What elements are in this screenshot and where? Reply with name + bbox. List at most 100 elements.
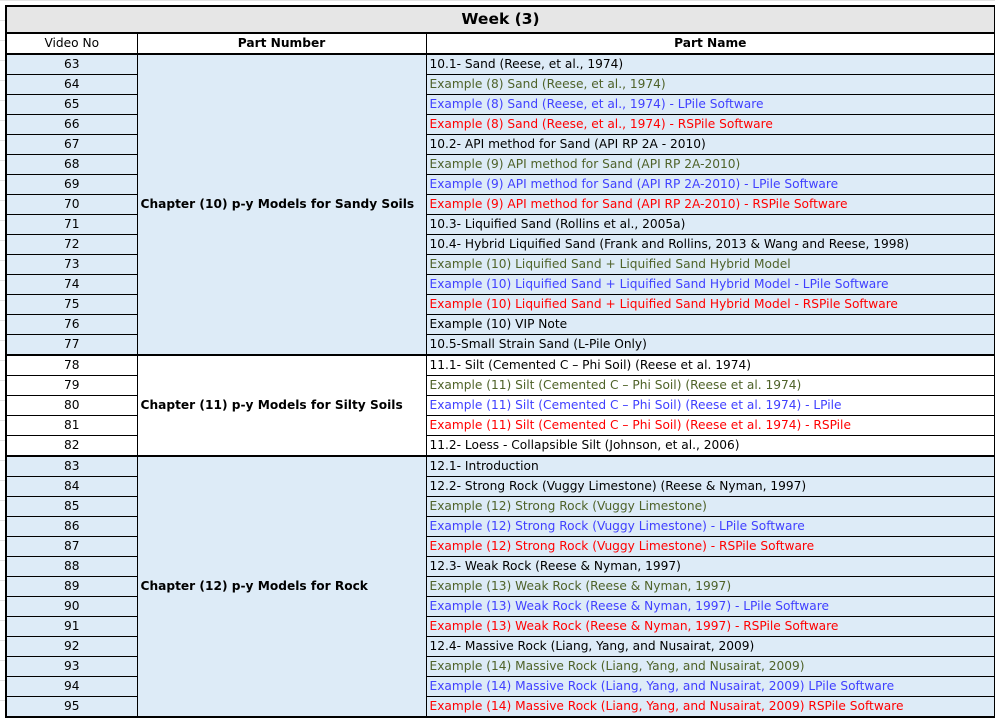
video-no-cell[interactable]: 85 bbox=[5, 496, 138, 517]
video-no-cell[interactable]: 87 bbox=[5, 536, 138, 557]
video-no-cell[interactable]: 74 bbox=[5, 274, 138, 295]
table-row: 76 Example (10) VIP Note bbox=[5, 314, 995, 335]
part-name-cell[interactable]: 10.3- Liquified Sand (Rollins et al., 20… bbox=[425, 214, 995, 235]
video-no-cell[interactable]: 77 bbox=[5, 334, 138, 356]
video-no-cell[interactable]: 78 bbox=[5, 354, 138, 376]
part-name-cell[interactable]: 11.2- Loess - Collapsible Silt (Johnson,… bbox=[425, 435, 995, 457]
part-name-cell[interactable]: 10.5-Small Strain Sand (L-Pile Only) bbox=[425, 334, 995, 356]
header-part-name[interactable]: Part Name bbox=[425, 32, 995, 55]
table-row: 93 Example (14) Massive Rock (Liang, Yang… bbox=[5, 656, 995, 677]
part-name-cell[interactable]: Example (11) Silt (Cemented C – Phi Soil… bbox=[425, 415, 995, 436]
video-no-cell[interactable]: 70 bbox=[5, 194, 138, 215]
part-name-cell[interactable]: Example (14) Massive Rock (Liang, Yang, … bbox=[425, 676, 995, 697]
video-no-cell[interactable]: 68 bbox=[5, 154, 138, 175]
video-no-cell[interactable]: 92 bbox=[5, 636, 138, 657]
video-no-cell[interactable]: 82 bbox=[5, 435, 138, 457]
table-row: 83 Chapter (12) p-y Models for Rock 12.1- … bbox=[5, 455, 995, 718]
table-row: 70 Example (9) API method for Sand (API R… bbox=[5, 194, 995, 215]
chapter-cell[interactable]: Chapter (12) p-y Models for Rock bbox=[136, 455, 427, 718]
table-row: 86 Example (12) Strong Rock (Vuggy Limest… bbox=[5, 516, 995, 537]
part-name-cell[interactable]: 10.4- Hybrid Liquified Sand (Frank and R… bbox=[425, 234, 995, 255]
part-name-cell[interactable]: Example (10) Liquified Sand + Liquified … bbox=[425, 274, 995, 295]
part-name-cell[interactable]: Example (14) Massive Rock (Liang, Yang, … bbox=[425, 696, 995, 718]
table-row: 80 Example (11) Silt (Cemented C – Phi So… bbox=[5, 395, 995, 416]
video-no-cell[interactable]: 80 bbox=[5, 395, 138, 416]
video-no-cell[interactable]: 67 bbox=[5, 134, 138, 155]
table-row: 89 Example (13) Weak Rock (Reese & Nyman,… bbox=[5, 576, 995, 597]
part-name-cell[interactable]: Example (13) Weak Rock (Reese & Nyman, 1… bbox=[425, 576, 995, 597]
video-no-cell[interactable]: 90 bbox=[5, 596, 138, 617]
part-name-cell[interactable]: Example (10) VIP Note bbox=[425, 314, 995, 335]
table-row: 95 Example (14) Massive Rock (Liang, Yang… bbox=[5, 696, 995, 718]
video-no-cell[interactable]: 65 bbox=[5, 94, 138, 115]
video-no-cell[interactable]: 93 bbox=[5, 656, 138, 677]
video-no-cell[interactable]: 71 bbox=[5, 214, 138, 235]
video-no-cell[interactable]: 86 bbox=[5, 516, 138, 537]
part-name-cell[interactable]: Example (9) API method for Sand (API RP … bbox=[425, 174, 995, 195]
part-name-cell[interactable]: Example (13) Weak Rock (Reese & Nyman, 1… bbox=[425, 616, 995, 637]
video-no-cell[interactable]: 81 bbox=[5, 415, 138, 436]
table-row: 94 Example (14) Massive Rock (Liang, Yang… bbox=[5, 676, 995, 697]
part-name-cell[interactable]: 12.3- Weak Rock (Reese & Nyman, 1997) bbox=[425, 556, 995, 577]
part-name-cell[interactable]: Example (11) Silt (Cemented C – Phi Soil… bbox=[425, 395, 995, 416]
video-no-cell[interactable]: 84 bbox=[5, 476, 138, 497]
part-name-cell[interactable]: Example (10) Liquified Sand + Liquified … bbox=[425, 294, 995, 315]
part-name-cell[interactable]: Example (11) Silt (Cemented C – Phi Soil… bbox=[425, 375, 995, 396]
table-row: 69 Example (9) API method for Sand (API R… bbox=[5, 174, 995, 195]
table-row: 66 Example (8) Sand (Reese, et al., 1974)… bbox=[5, 114, 995, 135]
table-row: 64 Example (8) Sand (Reese, et al., 1974) bbox=[5, 74, 995, 95]
table-row: 92 12.4- Massive Rock (Liang, Yang, and N… bbox=[5, 636, 995, 657]
video-no-cell[interactable]: 69 bbox=[5, 174, 138, 195]
table-title[interactable]: Week (3) bbox=[4, 5, 995, 34]
part-name-cell[interactable]: Example (12) Strong Rock (Vuggy Limeston… bbox=[425, 536, 995, 557]
part-name-cell[interactable]: 10.2- API method for Sand (API RP 2A - 2… bbox=[425, 134, 995, 155]
video-no-cell[interactable]: 72 bbox=[5, 234, 138, 255]
table-row: 67 10.2- API method for Sand (API RP 2A -… bbox=[5, 134, 995, 155]
video-no-cell[interactable]: 66 bbox=[5, 114, 138, 135]
table-row: 87 Example (12) Strong Rock (Vuggy Limest… bbox=[5, 536, 995, 557]
part-name-cell[interactable]: 12.1- Introduction bbox=[425, 455, 995, 477]
table-row: 78 Chapter (11) p-y Models for Silty Soil… bbox=[5, 354, 995, 457]
table-row: 85 Example (12) Strong Rock (Vuggy Limest… bbox=[5, 496, 995, 517]
table-row: 63 Chapter (10) p-y Models for Sandy Soil… bbox=[5, 53, 995, 356]
part-name-cell[interactable]: Example (8) Sand (Reese, et al., 1974) -… bbox=[425, 94, 995, 115]
part-name-cell[interactable]: Example (9) API method for Sand (API RP … bbox=[425, 154, 995, 175]
video-no-cell[interactable]: 64 bbox=[5, 74, 138, 95]
header-video-no[interactable]: Video No bbox=[5, 32, 138, 55]
video-no-cell[interactable]: 73 bbox=[5, 254, 138, 275]
part-name-cell[interactable]: Example (10) Liquified Sand + Liquified … bbox=[425, 254, 995, 275]
table-row: 84 12.2- Strong Rock (Vuggy Limestone) (R… bbox=[5, 476, 995, 497]
table-row: 88 12.3- Weak Rock (Reese & Nyman, 1997) bbox=[5, 556, 995, 577]
video-no-cell[interactable]: 88 bbox=[5, 556, 138, 577]
video-no-cell[interactable]: 79 bbox=[5, 375, 138, 396]
week-schedule-table: Week (3) Video No Part Number Part Name … bbox=[4, 5, 995, 718]
chapter-cell[interactable]: Chapter (11) p-y Models for Silty Soils bbox=[136, 354, 427, 457]
part-name-cell[interactable]: 11.1- Silt (Cemented C – Phi Soil) (Rees… bbox=[425, 354, 995, 376]
table-row: 81 Example (11) Silt (Cemented C – Phi So… bbox=[5, 415, 995, 436]
part-name-cell[interactable]: Example (14) Massive Rock (Liang, Yang, … bbox=[425, 656, 995, 677]
part-name-cell[interactable]: 12.2- Strong Rock (Vuggy Limestone) (Ree… bbox=[425, 476, 995, 497]
part-name-cell[interactable]: Example (8) Sand (Reese, et al., 1974) bbox=[425, 74, 995, 95]
part-name-cell[interactable]: 12.4- Massive Rock (Liang, Yang, and Nus… bbox=[425, 636, 995, 657]
part-name-cell[interactable]: Example (8) Sand (Reese, et al., 1974) -… bbox=[425, 114, 995, 135]
table-row: 77 10.5-Small Strain Sand (L-Pile Only) bbox=[5, 334, 995, 356]
video-no-cell[interactable]: 83 bbox=[5, 455, 138, 477]
part-name-cell[interactable]: Example (12) Strong Rock (Vuggy Limeston… bbox=[425, 496, 995, 517]
table-row: 75 Example (10) Liquified Sand + Liquifie… bbox=[5, 294, 995, 315]
part-name-cell[interactable]: Example (9) API method for Sand (API RP … bbox=[425, 194, 995, 215]
video-no-cell[interactable]: 76 bbox=[5, 314, 138, 335]
video-no-cell[interactable]: 94 bbox=[5, 676, 138, 697]
chapter-cell[interactable]: Chapter (10) p-y Models for Sandy Soils bbox=[136, 53, 427, 356]
video-no-cell[interactable]: 91 bbox=[5, 616, 138, 637]
part-name-cell[interactable]: Example (13) Weak Rock (Reese & Nyman, 1… bbox=[425, 596, 995, 617]
part-name-cell[interactable]: 10.1- Sand (Reese, et al., 1974) bbox=[425, 53, 995, 75]
video-no-cell[interactable]: 89 bbox=[5, 576, 138, 597]
video-no-cell[interactable]: 95 bbox=[5, 696, 138, 718]
video-no-cell[interactable]: 63 bbox=[5, 53, 138, 75]
header-part-number[interactable]: Part Number bbox=[136, 32, 427, 55]
table-row: 79 Example (11) Silt (Cemented C – Phi So… bbox=[5, 375, 995, 396]
table-row: 68 Example (9) API method for Sand (API R… bbox=[5, 154, 995, 175]
part-name-cell[interactable]: Example (12) Strong Rock (Vuggy Limeston… bbox=[425, 516, 995, 537]
video-no-cell[interactable]: 75 bbox=[5, 294, 138, 315]
table-row: 72 10.4- Hybrid Liquified Sand (Frank and… bbox=[5, 234, 995, 255]
